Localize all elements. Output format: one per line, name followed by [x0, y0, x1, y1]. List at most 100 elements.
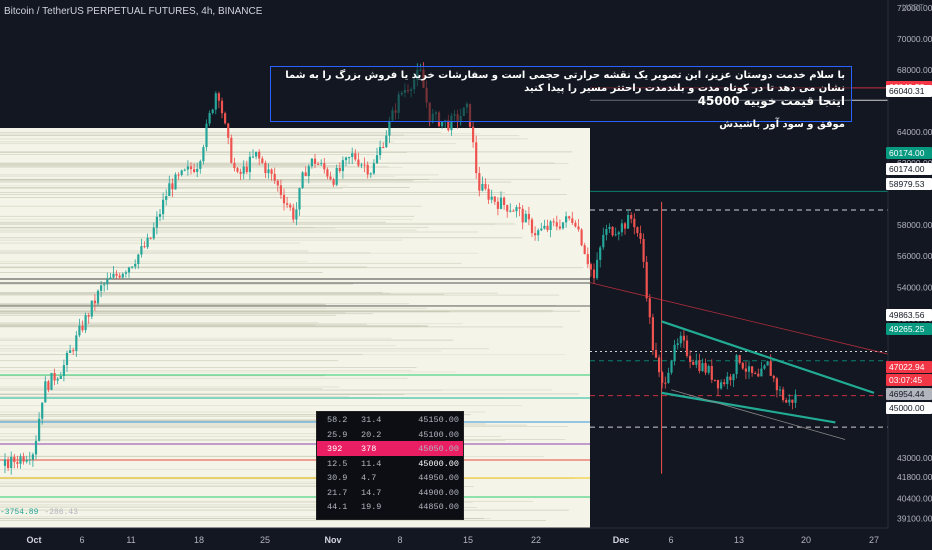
candle-body [766, 361, 769, 366]
candle-body [552, 221, 555, 223]
heatmap-stripe [0, 455, 352, 457]
candle-body [642, 239, 645, 262]
price-axis-tick: 58000.00 [897, 220, 932, 230]
candle-body [512, 210, 515, 212]
candle-body [379, 147, 382, 156]
heatmap-stripe [0, 185, 348, 187]
price-axis-tick: 68000.00 [897, 65, 932, 75]
candle-body [741, 363, 744, 369]
candle-body [788, 399, 791, 403]
candle-body [292, 207, 295, 220]
trend-line [589, 282, 889, 355]
currency-label: USDT [902, 3, 924, 12]
heatmap-stripe [0, 322, 319, 324]
candle-body [617, 232, 620, 235]
heatmap-stripe [0, 509, 569, 511]
candle-body [506, 205, 509, 212]
heatmap-stripe [0, 266, 368, 268]
candle-body [165, 196, 168, 200]
heatmap-stripe [0, 476, 437, 478]
candle-body [78, 325, 81, 336]
candle-body [363, 164, 366, 166]
candle-body [596, 259, 599, 279]
candle-body [289, 204, 292, 208]
candle-body [177, 174, 180, 176]
candle-body [568, 216, 571, 219]
candle-body [87, 315, 90, 317]
candle-body [264, 162, 267, 174]
candle-body [639, 233, 642, 239]
candle-body [214, 93, 217, 110]
channel-upper-line [661, 320, 875, 394]
channel-median-line [671, 389, 846, 440]
price-tag-label: 03:07:45 [889, 375, 922, 385]
candle-body [329, 176, 332, 180]
annotation-line-3: موفق و سود آور باشیدش [719, 119, 845, 130]
candle-body [137, 254, 140, 264]
candle-body [372, 163, 375, 174]
candle-body [673, 344, 676, 361]
candle-body [574, 222, 577, 227]
price-tag [886, 323, 932, 335]
candle-body [354, 153, 357, 160]
candle-body [236, 168, 239, 172]
annotation-line-2: اینجا قیمت خوبیه 45000 [697, 94, 845, 108]
heatmap-stripe [0, 325, 422, 327]
heatmap-stripe [0, 389, 443, 391]
candle-body [25, 460, 28, 462]
candle-body [171, 183, 174, 190]
candle-body [310, 158, 313, 167]
price-axis-tick: 70000.00 [897, 34, 932, 44]
heatmap-stripe [0, 485, 454, 487]
candle-body [620, 223, 623, 233]
heatmap-stripe [0, 504, 395, 506]
candle-body [13, 456, 16, 463]
candle-body [633, 218, 636, 228]
candle-body [583, 245, 586, 254]
candle-body [41, 402, 44, 419]
candle-body [118, 275, 121, 278]
price-tag [886, 178, 932, 190]
candle-body [580, 229, 583, 246]
heatmap-stripe [0, 309, 553, 311]
price-tag [886, 388, 932, 400]
time-axis-tick: 22 [531, 535, 541, 545]
candle-body [546, 225, 549, 230]
candle-body [760, 368, 763, 377]
text-annotation[interactable]: با سلام خدمت دوستان عزیز، این تصویر یک ن… [270, 66, 852, 130]
candle-body [651, 317, 654, 350]
candle-body [713, 379, 716, 381]
candle-body [608, 226, 611, 229]
candle-body [679, 335, 682, 344]
chart-title: Bitcoin / TetherUS PERPETUAL FUTURES, 4h… [4, 6, 263, 17]
candle-body [189, 166, 193, 170]
order-book-panel: 58.2 31.4 45150.00 25.9 20.2 45100.00 392 378… [316, 411, 464, 520]
candle-body [648, 298, 651, 318]
candle-body [44, 381, 47, 403]
candle-body [366, 164, 369, 175]
candle-body [304, 172, 307, 176]
candle-body [162, 199, 165, 215]
candle-body [131, 266, 134, 268]
heatmap-stripe [0, 414, 393, 416]
order-book-row: 44.1 19.9 44850.00 [327, 502, 459, 512]
candle-body [65, 352, 69, 365]
candle-body [186, 166, 189, 170]
candle-body [664, 382, 667, 384]
candle-body [589, 264, 592, 270]
heatmap-stripe [0, 396, 349, 397]
heatmap-stripe [0, 354, 363, 355]
heatmap-stripe [0, 456, 545, 457]
heatmap-stripe [0, 325, 428, 327]
candle-body [484, 183, 487, 189]
candle-body [645, 261, 648, 299]
candle-body [540, 228, 543, 231]
heatmap-stripe [0, 433, 402, 435]
heatmap-stripe [0, 350, 442, 352]
price-tag-label: 66040.31 [889, 86, 925, 96]
candle-body [146, 237, 149, 248]
candle-body [196, 168, 199, 172]
candle-body [140, 246, 143, 255]
candle-body [698, 360, 701, 371]
